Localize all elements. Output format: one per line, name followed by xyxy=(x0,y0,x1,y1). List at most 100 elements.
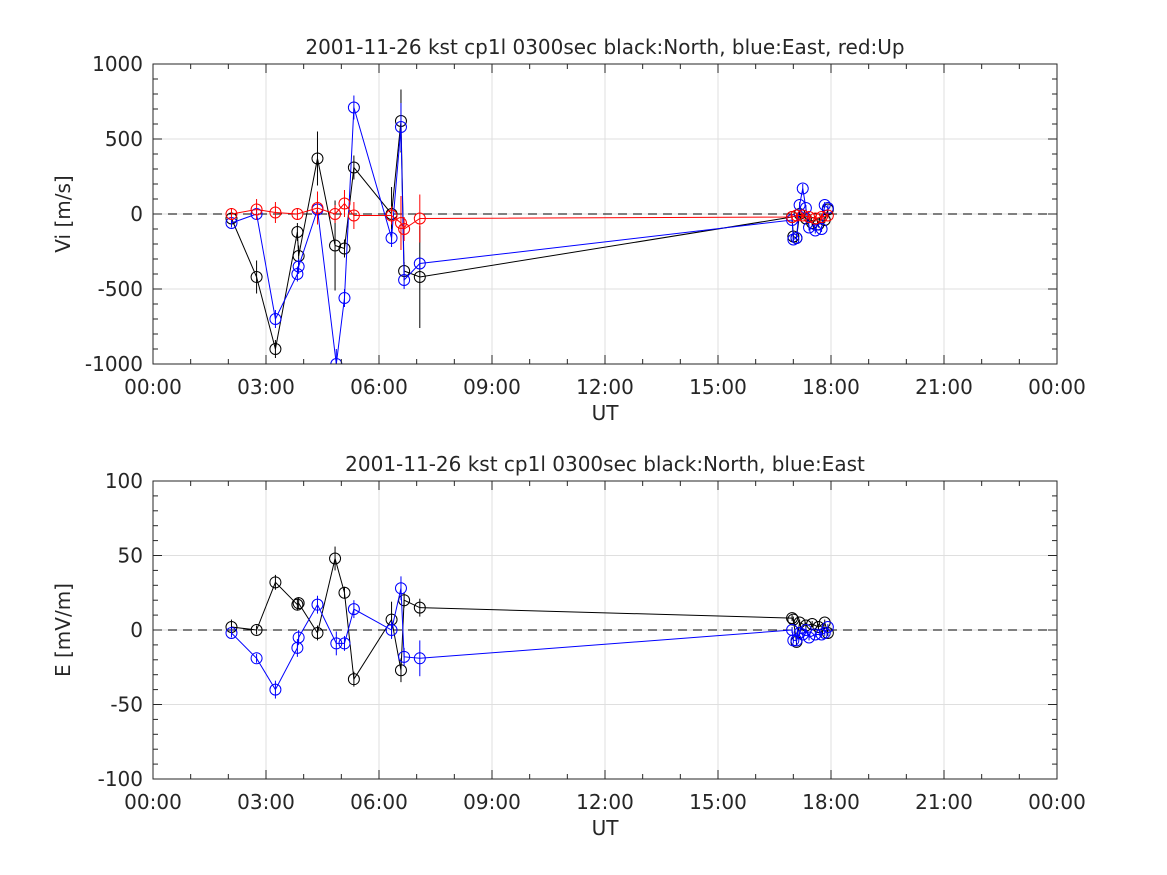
y-tick-label: 50 xyxy=(118,544,143,568)
data-point xyxy=(269,343,282,355)
x-tick-label: 21:00 xyxy=(915,790,973,814)
x-tick-label: 06:00 xyxy=(350,375,408,399)
y-tick-label: -500 xyxy=(98,277,143,301)
data-point xyxy=(250,624,263,636)
chart-title: 2001-11-26 kst cp1l 0300sec black:North,… xyxy=(345,452,865,476)
data-point xyxy=(311,626,324,639)
x-tick-label: 21:00 xyxy=(915,375,973,399)
x-tick-label: 12:00 xyxy=(576,790,634,814)
data-point xyxy=(291,208,304,220)
y-tick-label: 100 xyxy=(105,469,143,493)
data-point xyxy=(385,209,398,222)
x-axis-label: UT xyxy=(592,816,620,840)
data-point xyxy=(338,586,351,599)
data-point xyxy=(269,683,282,696)
panel-1: 00:00 03:00 06:00 09:00 12:00 15:00 18:00 21:00… xyxy=(51,35,1086,425)
data-point xyxy=(292,260,305,273)
y-tick-label: -1000 xyxy=(85,352,143,376)
data-point xyxy=(250,652,263,665)
x-tick-label: 15:00 xyxy=(689,375,747,399)
data-point xyxy=(347,101,360,114)
chart-title: 2001-11-26 kst cp1l 0300sec black:North,… xyxy=(305,35,904,59)
data-point xyxy=(821,621,834,634)
x-tick-label: 00:00 xyxy=(124,790,182,814)
data-point xyxy=(413,601,426,614)
data-point xyxy=(413,271,426,283)
data-point xyxy=(786,612,799,625)
data-point xyxy=(338,637,351,650)
data-point xyxy=(269,313,282,325)
y-tick-label: 500 xyxy=(105,127,143,151)
data-point xyxy=(803,631,816,644)
x-tick-label: 18:00 xyxy=(802,375,860,399)
panel-2: 00:00 03:00 06:00 09:00 12:00 15:00 18:00 21:00… xyxy=(51,452,1086,840)
data-point xyxy=(413,257,426,270)
x-tick-label: 03:00 xyxy=(237,375,295,399)
x-tick-label: 00:00 xyxy=(1028,790,1086,814)
data-point xyxy=(398,274,411,286)
y-axis-label: Vi [m/s] xyxy=(51,175,75,252)
data-point xyxy=(812,621,825,634)
data-point xyxy=(796,209,809,222)
data-point xyxy=(347,673,360,686)
data-point xyxy=(815,223,828,235)
data-point xyxy=(413,652,426,665)
data-point xyxy=(809,224,822,237)
x-tick-label: 06:00 xyxy=(350,790,408,814)
data-point xyxy=(394,582,407,595)
data-point xyxy=(269,206,282,219)
x-tick-label: 18:00 xyxy=(802,790,860,814)
x-tick-label: 15:00 xyxy=(689,790,747,814)
data-point xyxy=(311,152,324,165)
data-point xyxy=(330,358,343,364)
data-point xyxy=(269,576,282,589)
data-point xyxy=(818,626,831,639)
data-point xyxy=(809,628,822,641)
data-point xyxy=(292,631,305,644)
data-point xyxy=(398,650,411,663)
y-tick-label: 0 xyxy=(130,202,143,226)
y-tick-label: 0 xyxy=(130,618,143,642)
series-line xyxy=(231,558,829,681)
data-point xyxy=(311,202,324,214)
data-point xyxy=(329,239,342,252)
y-tick-label: -50 xyxy=(110,693,143,717)
data-point xyxy=(347,603,360,616)
x-tick-label: 09:00 xyxy=(463,375,521,399)
data-point xyxy=(394,664,407,677)
data-point xyxy=(809,212,822,225)
data-point xyxy=(394,121,407,133)
data-point xyxy=(291,598,304,611)
data-point xyxy=(292,597,305,610)
data-point xyxy=(385,232,398,244)
data-point xyxy=(790,634,803,647)
data-point xyxy=(347,209,360,222)
x-tick-label: 09:00 xyxy=(463,790,521,814)
x-tick-label: 03:00 xyxy=(237,790,295,814)
data-point xyxy=(394,217,407,229)
data-point xyxy=(799,202,812,214)
data-point xyxy=(815,211,828,223)
x-tick-label: 00:00 xyxy=(1028,375,1086,399)
data-point xyxy=(796,182,809,195)
data-point xyxy=(821,209,834,222)
data-point xyxy=(225,208,238,220)
data-point xyxy=(385,624,398,636)
data-point xyxy=(225,626,238,639)
data-point xyxy=(330,637,343,650)
data-point xyxy=(803,211,816,223)
data-point xyxy=(413,212,426,225)
y-axis-label: E [mV/m] xyxy=(51,583,75,677)
data-point xyxy=(311,598,324,611)
data-point xyxy=(329,552,342,565)
data-point xyxy=(790,209,803,222)
x-axis-label: UT xyxy=(592,401,620,425)
series-group xyxy=(225,89,834,364)
y-tick-label: -100 xyxy=(98,767,143,791)
data-point xyxy=(250,203,263,216)
series-group xyxy=(225,546,834,699)
data-point xyxy=(291,226,304,238)
x-tick-label: 00:00 xyxy=(124,375,182,399)
data-point xyxy=(329,208,342,220)
